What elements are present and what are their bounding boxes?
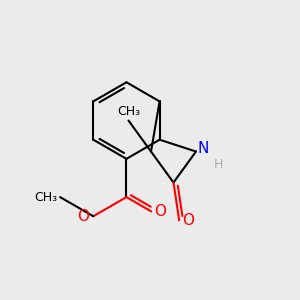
Text: N: N	[197, 141, 209, 156]
Text: CH₃: CH₃	[34, 190, 57, 204]
Text: H: H	[213, 158, 223, 171]
Text: O: O	[77, 209, 89, 224]
Text: CH₃: CH₃	[117, 105, 140, 118]
Text: O: O	[154, 204, 166, 219]
Text: O: O	[182, 213, 194, 228]
